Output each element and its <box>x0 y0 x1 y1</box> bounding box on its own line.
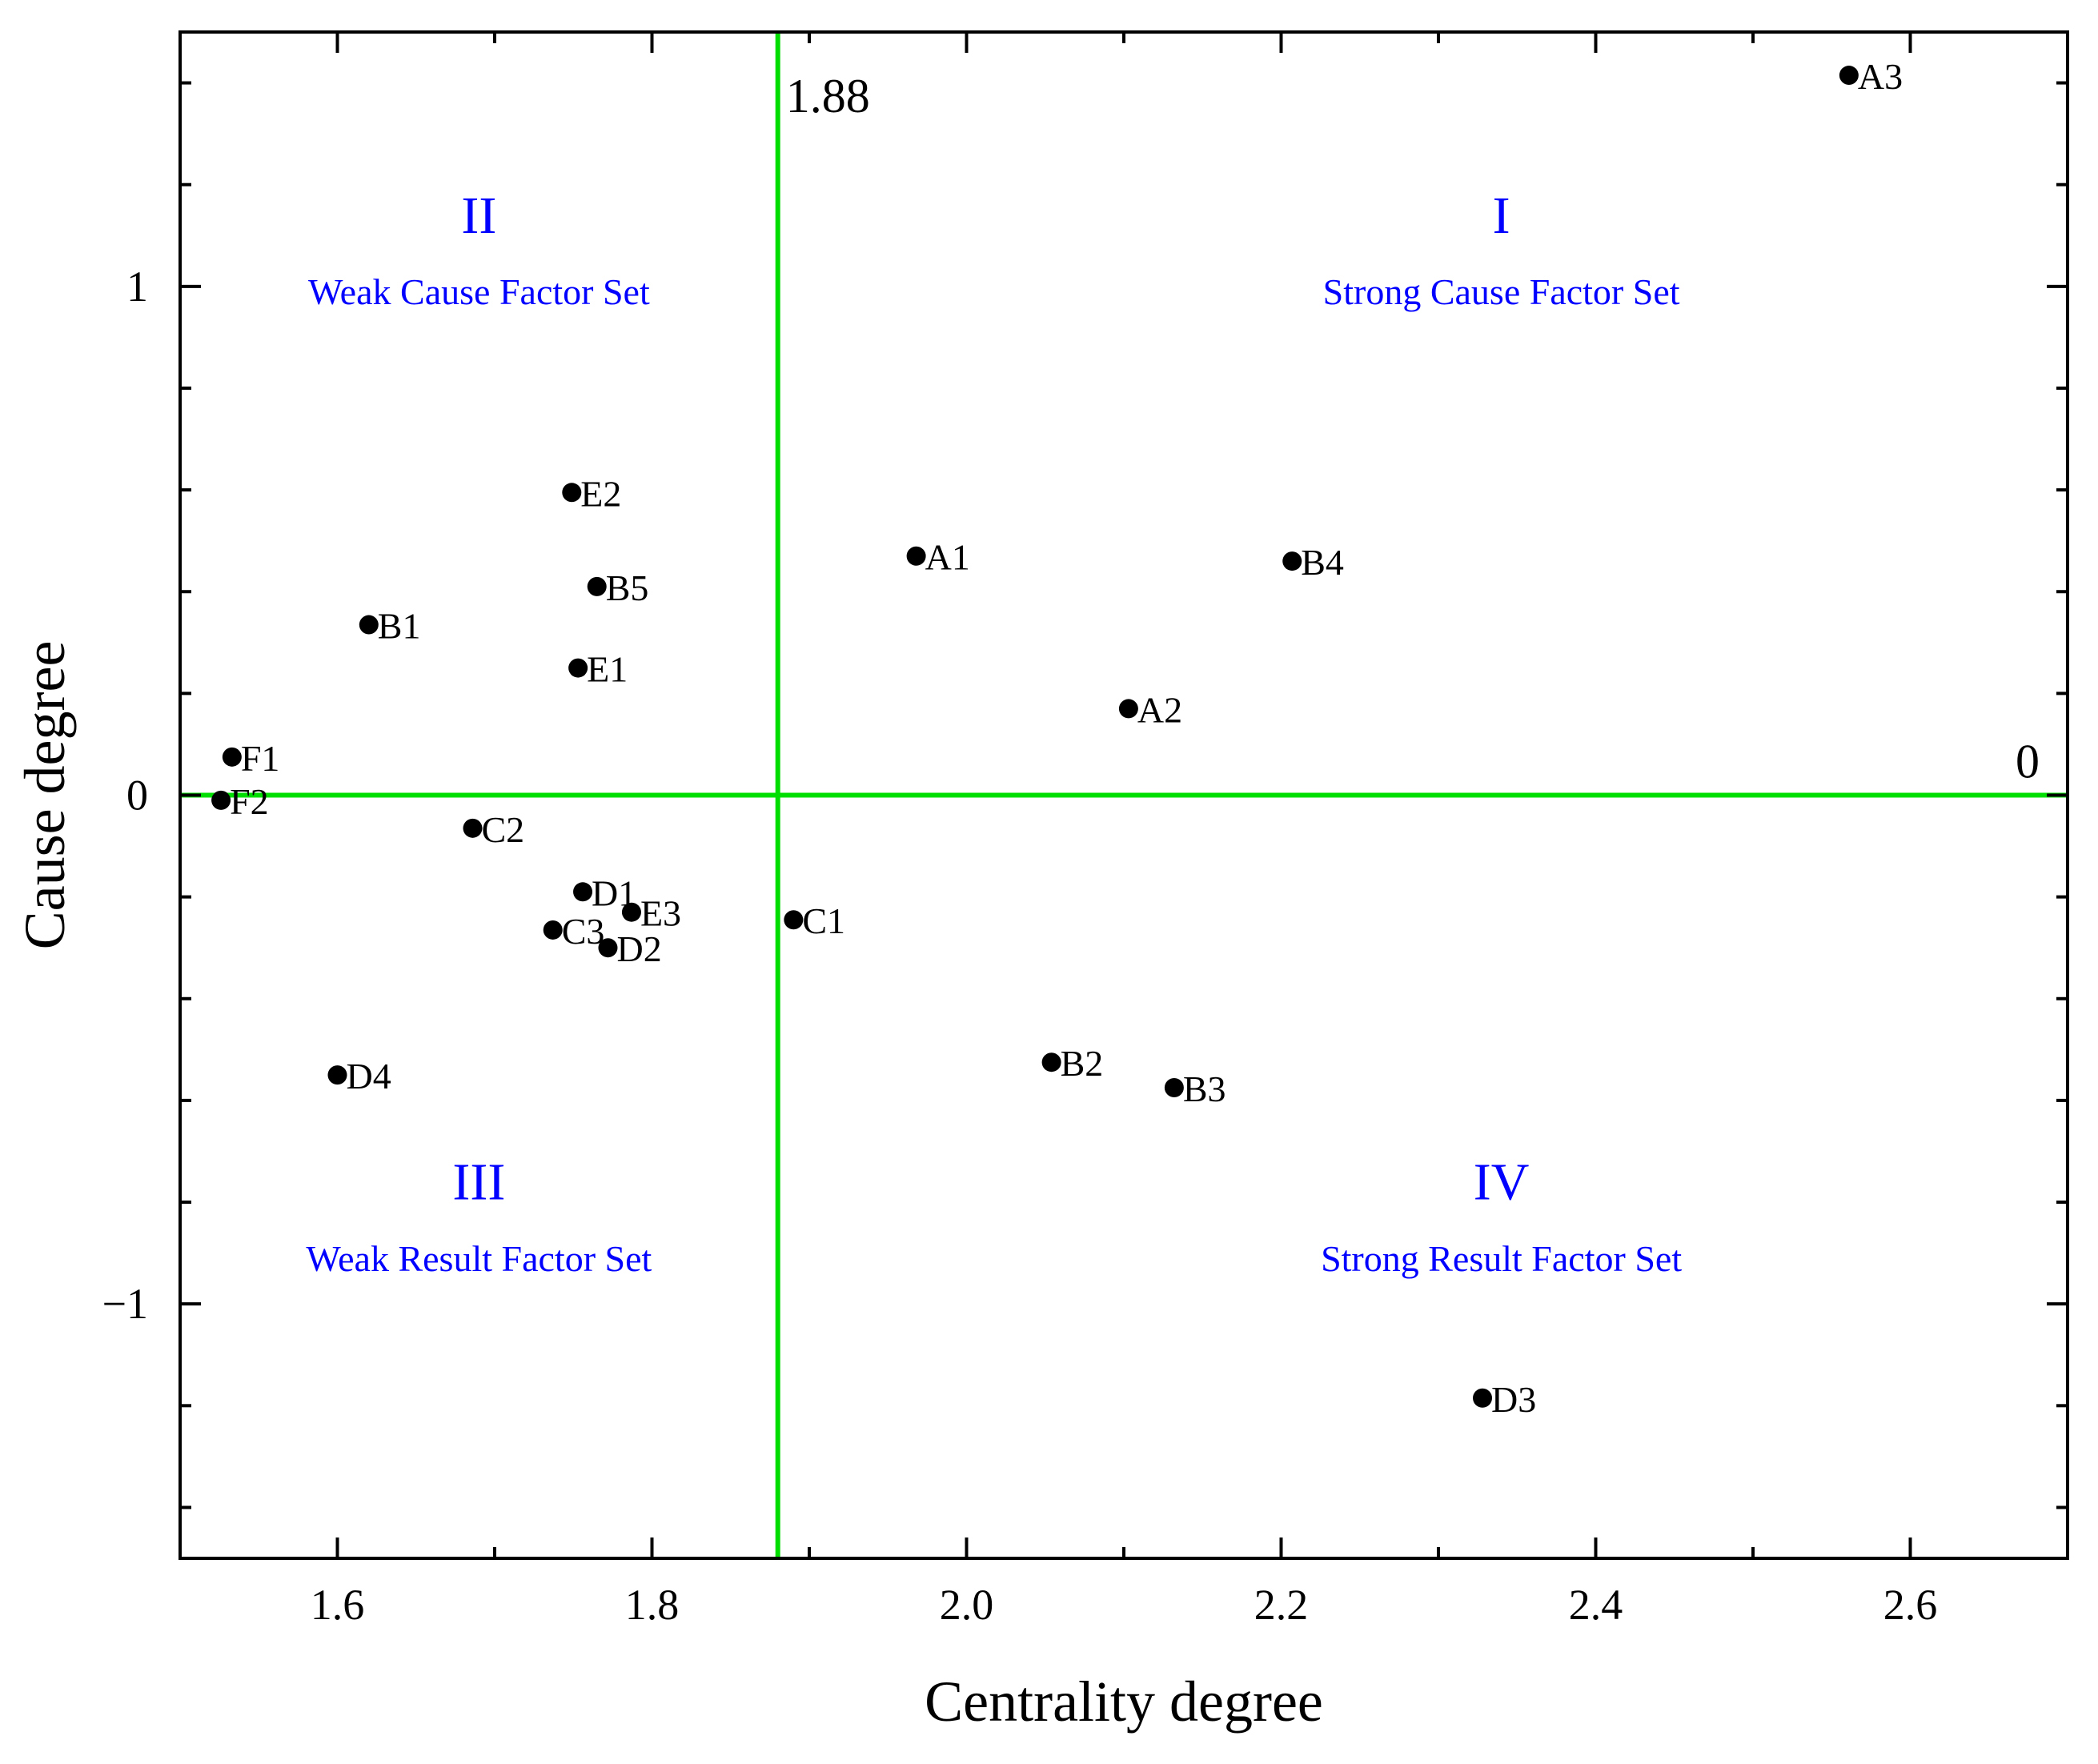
point-label-b2: B2 <box>1061 1043 1104 1084</box>
point-label-c3: C3 <box>562 911 605 952</box>
x-tick-label: 2.6 <box>1883 1581 1938 1629</box>
point-marker-d1 <box>573 882 593 902</box>
point-label-e3: E3 <box>640 893 681 934</box>
point-label-b3: B3 <box>1183 1068 1226 1109</box>
point-marker-e2 <box>562 483 582 503</box>
point-label-d4: D4 <box>347 1056 391 1096</box>
y-tick-label: −1 <box>102 1280 148 1328</box>
y-tick-label: 0 <box>126 772 148 820</box>
point-label-f2: F2 <box>230 781 269 822</box>
point-marker-a3 <box>1839 66 1859 86</box>
point-label-d3: D3 <box>1491 1379 1536 1420</box>
quadrant-name: Weak Cause Factor Set <box>308 271 650 312</box>
point-label-c1: C1 <box>802 900 845 941</box>
y-tick-label: 1 <box>126 263 148 311</box>
point-label-a1: A1 <box>925 537 970 578</box>
quadrant-name: Strong Cause Factor Set <box>1323 271 1680 312</box>
point-marker-c3 <box>543 920 563 940</box>
quadrant-numeral: I <box>1493 186 1510 245</box>
x-tick-label: 2.4 <box>1569 1581 1623 1629</box>
quadrant-numeral: IV <box>1474 1153 1530 1212</box>
quadrant-name: Weak Result Factor Set <box>306 1238 652 1279</box>
quadrant-name: Strong Result Factor Set <box>1321 1238 1682 1279</box>
point-marker-c2 <box>463 818 483 838</box>
point-label-e2: E2 <box>580 473 621 514</box>
quadrant-numeral: II <box>461 186 496 245</box>
point-label-b5: B5 <box>606 567 649 608</box>
point-marker-b4 <box>1282 551 1302 571</box>
y-axis-title: Cause degree <box>13 641 77 950</box>
x-tick-label: 1.6 <box>311 1581 365 1629</box>
point-marker-f1 <box>222 747 242 767</box>
point-marker-c1 <box>784 910 804 930</box>
point-label-c2: C2 <box>481 809 524 850</box>
point-label-a3: A3 <box>1858 56 1903 97</box>
x-tick-label: 2.0 <box>940 1581 994 1629</box>
point-marker-d4 <box>327 1065 347 1085</box>
point-marker-b1 <box>359 615 379 635</box>
axis-ticks: 1.6 1.8 2.0 2.2 2.4 2.6 −1 0 1 <box>102 32 2069 1629</box>
x-axis-title: Centrality degree <box>925 1670 1323 1734</box>
point-label-d2: D2 <box>616 928 661 969</box>
quadrant-labels: I Strong Cause Factor Set II Weak Cause Fac… <box>306 186 1682 1279</box>
point-marker-e3 <box>621 902 641 922</box>
quadrant-numeral: III <box>452 1153 505 1212</box>
x-tick-label: 1.8 <box>625 1581 680 1629</box>
point-marker-a2 <box>1118 699 1138 719</box>
point-marker-f2 <box>211 790 231 810</box>
point-marker-d3 <box>1473 1388 1493 1408</box>
point-label-b1: B1 <box>378 606 421 647</box>
point-label-b4: B4 <box>1301 542 1344 583</box>
point-marker-e1 <box>568 658 588 678</box>
point-label-a2: A2 <box>1137 689 1182 730</box>
point-label-f1: F1 <box>241 738 280 779</box>
point-label-e1: E1 <box>587 649 628 690</box>
x-tick-label: 2.2 <box>1254 1581 1309 1629</box>
point-marker-d2 <box>598 938 618 958</box>
vertical-reference-label: 1.88 <box>786 70 870 122</box>
plot-frame <box>179 30 2069 1560</box>
point-marker-b5 <box>587 576 607 596</box>
horizontal-reference-label: 0 <box>2016 736 2040 788</box>
point-marker-b3 <box>1164 1078 1184 1098</box>
point-marker-b2 <box>1041 1052 1061 1072</box>
reference-lines: 1.88 0 <box>180 32 2068 1558</box>
point-marker-a1 <box>906 546 926 566</box>
